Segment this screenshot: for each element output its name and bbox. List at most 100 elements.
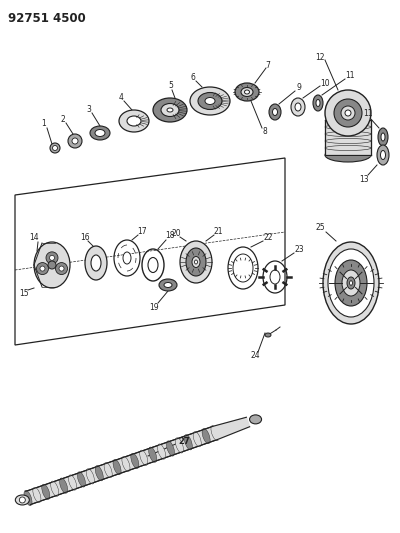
Text: 15: 15 (19, 289, 29, 298)
Ellipse shape (42, 484, 50, 499)
Ellipse shape (350, 281, 352, 285)
Ellipse shape (122, 456, 130, 472)
Text: 9: 9 (296, 84, 302, 93)
Ellipse shape (153, 98, 187, 122)
Ellipse shape (167, 108, 173, 112)
Text: 17: 17 (137, 227, 147, 236)
Ellipse shape (86, 469, 94, 484)
Ellipse shape (192, 256, 200, 268)
Text: 13: 13 (359, 174, 369, 183)
Ellipse shape (380, 150, 386, 159)
Ellipse shape (202, 429, 210, 444)
Ellipse shape (161, 103, 179, 117)
Ellipse shape (186, 248, 206, 276)
Polygon shape (26, 426, 217, 505)
Text: 12: 12 (315, 52, 325, 61)
Ellipse shape (325, 148, 371, 162)
Ellipse shape (313, 95, 323, 111)
Ellipse shape (377, 145, 389, 165)
Text: 2: 2 (61, 115, 65, 124)
Text: 21: 21 (213, 227, 223, 236)
Circle shape (50, 143, 60, 153)
Ellipse shape (335, 260, 367, 306)
Ellipse shape (91, 255, 101, 271)
Ellipse shape (342, 270, 360, 296)
Text: 11: 11 (345, 71, 355, 80)
Circle shape (19, 497, 25, 503)
Ellipse shape (51, 481, 59, 496)
Ellipse shape (159, 279, 177, 291)
Ellipse shape (180, 241, 212, 283)
Ellipse shape (68, 475, 76, 490)
Text: 22: 22 (263, 232, 273, 241)
Circle shape (52, 146, 58, 150)
Ellipse shape (381, 133, 385, 141)
Text: 14: 14 (29, 233, 39, 243)
Text: 4: 4 (118, 93, 124, 101)
Circle shape (56, 263, 68, 274)
Circle shape (50, 255, 54, 260)
Text: 16: 16 (80, 232, 90, 241)
Text: 23: 23 (294, 245, 304, 254)
Text: 92751 4500: 92751 4500 (8, 12, 86, 25)
Text: 5: 5 (168, 82, 174, 91)
Ellipse shape (34, 242, 70, 288)
Text: 10: 10 (320, 78, 330, 87)
Ellipse shape (123, 252, 131, 264)
Text: 24: 24 (250, 351, 260, 360)
Ellipse shape (235, 83, 259, 101)
Circle shape (40, 266, 45, 271)
Ellipse shape (166, 441, 174, 456)
Ellipse shape (85, 246, 107, 280)
Ellipse shape (241, 87, 253, 96)
Text: 1: 1 (42, 119, 46, 128)
Circle shape (36, 263, 48, 274)
Text: 25: 25 (315, 223, 325, 232)
Ellipse shape (316, 100, 320, 107)
Ellipse shape (272, 109, 278, 116)
Polygon shape (325, 120, 371, 155)
Ellipse shape (211, 425, 219, 441)
Ellipse shape (194, 260, 198, 264)
Ellipse shape (77, 472, 86, 487)
Ellipse shape (347, 277, 355, 289)
Text: 8: 8 (263, 127, 267, 136)
Text: 19: 19 (149, 303, 159, 311)
Ellipse shape (149, 447, 157, 462)
Ellipse shape (193, 432, 201, 447)
Ellipse shape (33, 487, 41, 503)
Ellipse shape (244, 90, 250, 94)
Ellipse shape (325, 90, 371, 136)
Ellipse shape (95, 130, 105, 136)
Ellipse shape (334, 99, 362, 127)
Ellipse shape (104, 463, 112, 478)
Ellipse shape (265, 333, 271, 337)
Ellipse shape (205, 98, 215, 104)
Ellipse shape (119, 110, 149, 132)
Text: 18: 18 (165, 231, 175, 240)
Ellipse shape (378, 128, 388, 146)
Ellipse shape (15, 495, 29, 505)
Circle shape (48, 261, 56, 269)
Ellipse shape (158, 444, 166, 459)
Ellipse shape (175, 438, 184, 453)
Ellipse shape (270, 270, 280, 284)
Text: 6: 6 (190, 72, 196, 82)
Ellipse shape (90, 126, 110, 140)
Ellipse shape (328, 249, 374, 317)
Ellipse shape (127, 116, 141, 126)
Circle shape (68, 134, 82, 148)
Ellipse shape (291, 98, 305, 116)
Ellipse shape (164, 282, 172, 287)
Ellipse shape (95, 466, 103, 481)
Ellipse shape (113, 459, 121, 475)
Ellipse shape (60, 478, 68, 493)
Ellipse shape (295, 103, 301, 111)
Ellipse shape (345, 110, 351, 116)
Ellipse shape (341, 106, 355, 120)
Circle shape (72, 138, 78, 144)
Ellipse shape (148, 257, 158, 272)
Circle shape (46, 252, 58, 264)
Text: 11: 11 (363, 109, 373, 118)
Ellipse shape (190, 87, 230, 115)
